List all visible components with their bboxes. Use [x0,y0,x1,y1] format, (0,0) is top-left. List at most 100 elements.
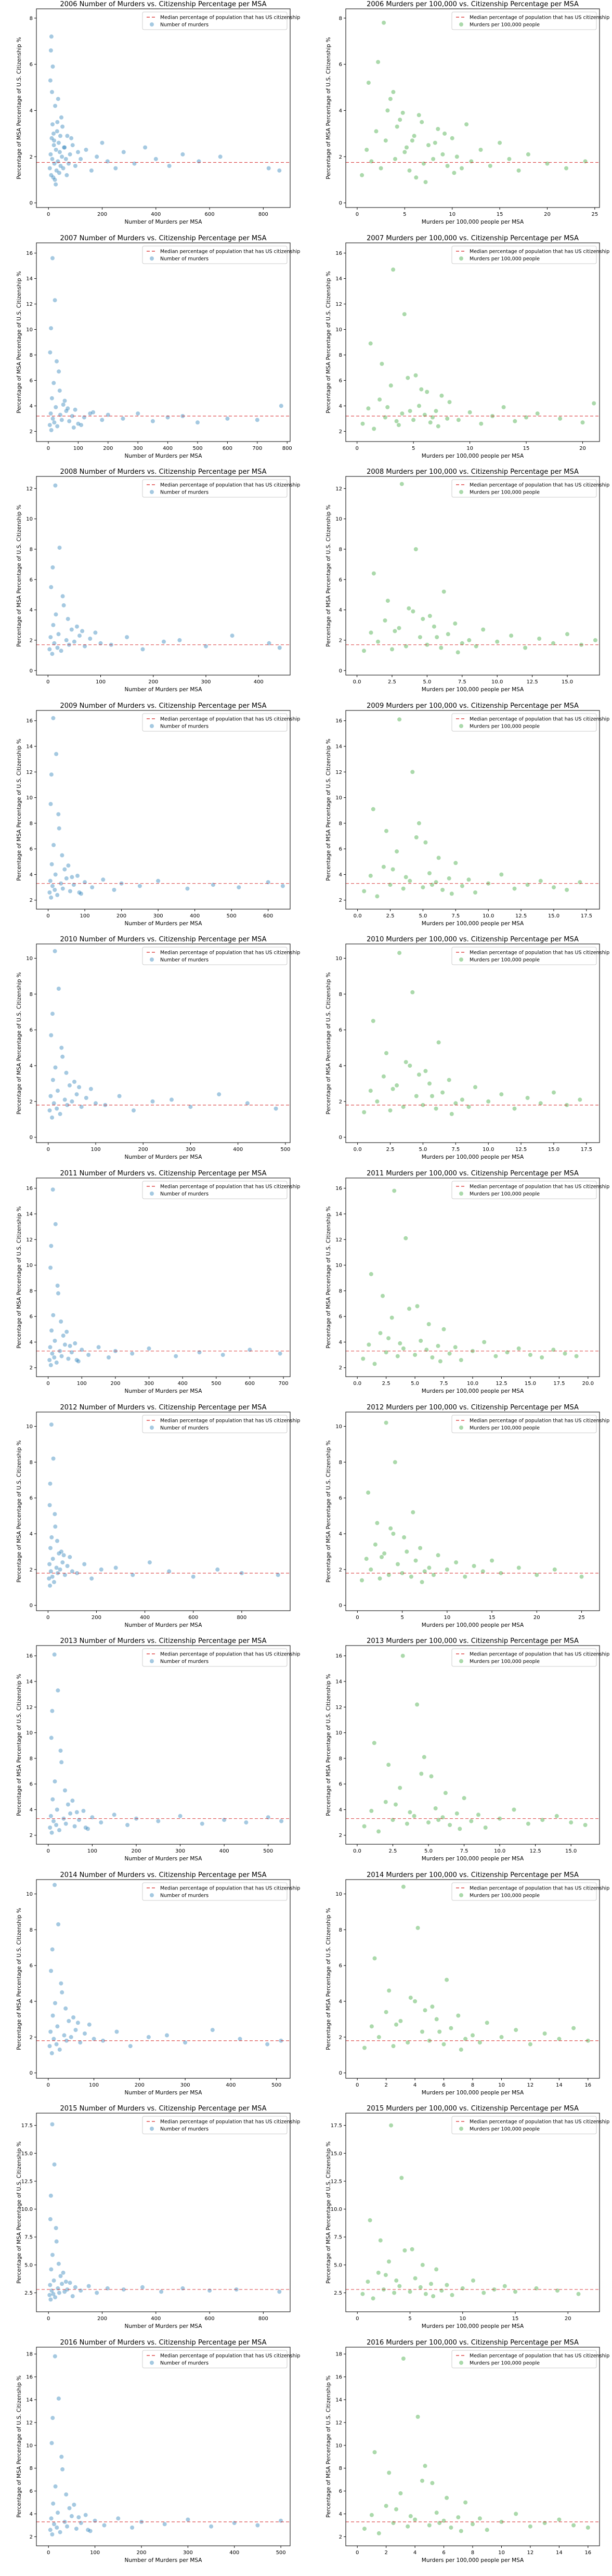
data-point [54,148,58,152]
data-point [130,2525,135,2530]
x-tick-label: 14 [556,2082,563,2088]
data-point [429,2282,433,2286]
data-point [410,770,415,774]
y-tick-label: 4 [339,2512,342,2517]
x-tick-label: 12 [527,2550,534,2556]
data-point [498,140,502,145]
data-point [479,421,484,426]
data-point [402,2248,407,2253]
x-tick-label: 5 [408,2316,411,2322]
legend-point-swatch [150,1192,154,1196]
data-point [538,878,543,883]
data-point [48,1546,53,1550]
data-point [368,1089,373,1093]
data-point [372,1956,377,1961]
y-tick-label: 10 [26,795,33,801]
data-point [113,166,118,171]
data-point [79,157,83,161]
data-point [385,108,390,113]
legend-point-swatch [150,490,154,494]
data-point [105,159,110,164]
axes-frame [36,943,291,1143]
data-point [66,1356,71,1361]
x-tick-label: 2.5 [386,913,395,919]
axes-frame [36,242,291,442]
data-point [52,420,57,425]
data-point [64,173,69,177]
x-tick-label: 2 [384,2082,387,2088]
data-point [67,419,72,423]
data-point [375,1099,380,1104]
data-point [57,826,61,831]
data-point [58,1749,63,1753]
y-tick-label: 12 [335,1705,342,1711]
data-point [381,1074,386,1079]
y-tick-label: 4 [339,1064,342,1069]
data-point [516,168,521,173]
data-point [94,1101,98,1106]
data-point [399,2176,404,2180]
data-point [61,166,66,171]
chart-title: 2007 Number of Murders vs. Citizenship P… [60,235,266,242]
data-point [441,589,446,594]
data-point [384,2010,388,2014]
data-point [48,2283,53,2287]
data-point [100,418,105,422]
y-tick-label: 10 [335,1424,342,1430]
y-tick-label: 2 [339,1567,342,1573]
data-point [54,752,59,756]
legend-series-label: Murders per 100,000 people [470,2127,540,2132]
data-point [156,878,161,883]
data-point [374,129,379,134]
y-tick-label: 4 [339,872,342,878]
data-point [411,609,415,614]
data-point [434,2017,439,2022]
data-point [74,1358,79,1362]
legend: Median percentage of population that has… [142,2350,300,2368]
y-tick-label: 8 [30,1288,33,1294]
data-point [377,1576,382,1581]
data-point [394,2507,398,2512]
data-point [576,2292,581,2296]
data-point [74,2527,79,2531]
y-tick-label: 10 [26,956,33,962]
data-point [420,2029,424,2034]
x-tick-label: 600 [245,1381,255,1387]
x-tick-label: 10 [459,2316,466,2322]
data-point [382,20,386,25]
data-point [49,173,54,177]
y-tick-label: 4 [30,108,33,114]
data-point [412,1814,416,1818]
data-point [59,881,63,886]
chart-panel: 2011 Murders per 100,000 vs. Citizenship… [325,1170,609,1394]
data-point [150,1099,155,1104]
data-point [51,143,56,148]
data-point [225,416,230,421]
data-point [48,2193,53,2198]
legend-box [451,2350,597,2368]
data-point [463,1574,467,1579]
data-point [379,166,383,171]
data-point [456,2013,461,2018]
data-point [585,2525,590,2530]
x-tick-label: 20 [544,212,551,217]
y-tick-label: 12.5 [21,2179,33,2184]
y-axis-label: Percentage of MSA Percentage of U.S. Cit… [16,2141,22,2283]
data-point [369,630,373,635]
data-point [55,359,59,364]
data-point [82,1562,87,1567]
x-tick-label: 10 [498,2550,505,2556]
data-point [128,2044,133,2049]
x-tick-label: 7.5 [451,1147,460,1153]
data-point [51,1456,56,1461]
axes-frame [36,476,291,676]
data-point [490,1558,494,1563]
data-point [440,888,445,892]
data-point [376,2270,381,2275]
data-point [209,2524,214,2529]
data-point [552,885,556,890]
x-tick-label: 100 [80,913,90,919]
data-point [101,2038,106,2043]
data-point [554,1814,559,1818]
data-point [429,1774,434,1779]
